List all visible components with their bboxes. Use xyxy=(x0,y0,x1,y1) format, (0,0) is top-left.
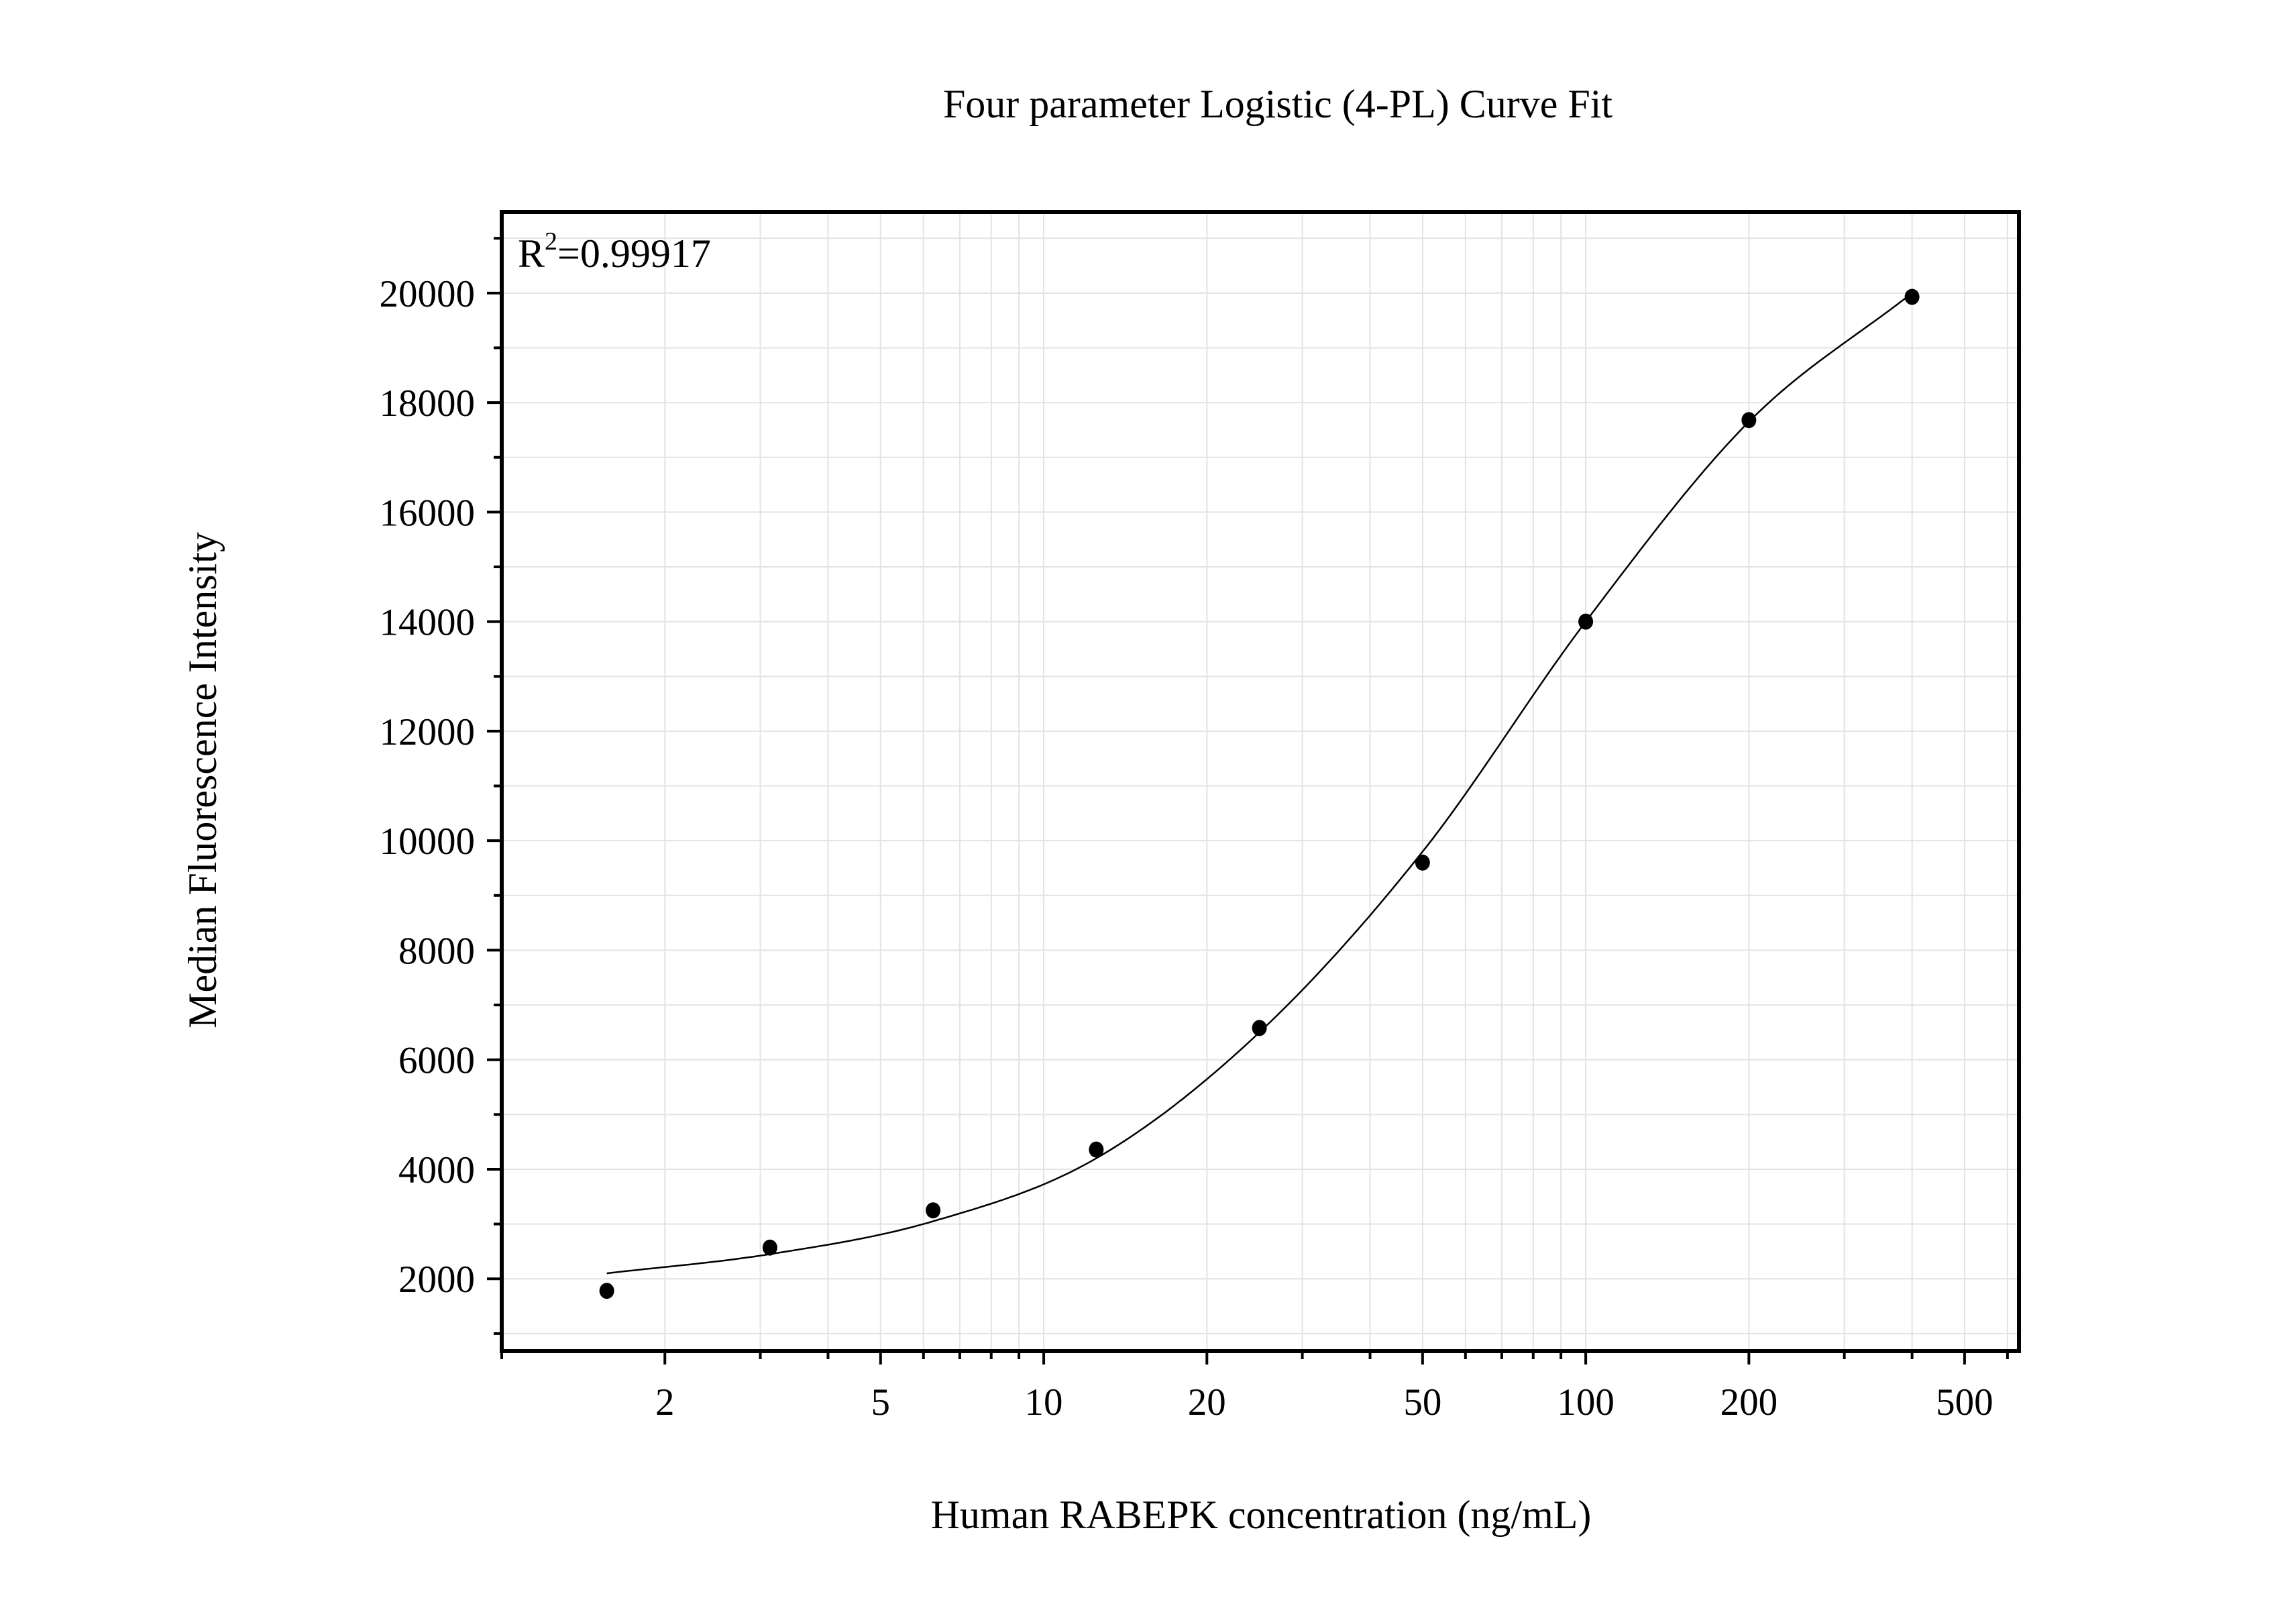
x-tick-label: 100 xyxy=(1557,1381,1615,1424)
x-tick-label: 200 xyxy=(1720,1381,1778,1424)
data-point xyxy=(1741,412,1757,429)
plot-frame xyxy=(500,210,2021,1353)
data-point xyxy=(762,1239,777,1256)
x-tick-label: 500 xyxy=(1936,1381,1993,1424)
data-point xyxy=(1904,288,1920,305)
x-axis-label: Human RABEPK concentration (ng/mL) xyxy=(931,1493,1592,1537)
r-value: =0.99917 xyxy=(557,231,711,276)
data-point xyxy=(926,1202,941,1219)
y-tick-label: 2000 xyxy=(398,1259,475,1301)
y-tick-label: 10000 xyxy=(380,820,476,863)
data-point xyxy=(599,1283,614,1299)
axis-ticks: 2 5 10 20 50 100 200 500 2000 4000 6000 8000 10000 12… xyxy=(380,237,2009,1424)
x-tick-label: 5 xyxy=(871,1381,891,1424)
grid xyxy=(501,212,2019,1351)
y-tick-label: 12000 xyxy=(380,711,476,753)
data-points xyxy=(599,288,1920,1299)
y-axis-label: Median Fluorescence Intensity xyxy=(180,532,225,1028)
data-point xyxy=(1578,613,1594,630)
x-tick-label: 10 xyxy=(1025,1381,1063,1424)
y-tick-label: 18000 xyxy=(380,382,476,425)
x-tick-label: 2 xyxy=(655,1381,675,1424)
y-tick-label: 6000 xyxy=(398,1040,475,1082)
y-tick-label: 4000 xyxy=(398,1149,475,1191)
r-squared-annotation: R2=0.99917 xyxy=(518,227,711,276)
y-tick-label: 14000 xyxy=(380,602,476,644)
chart-title: Four parameter Logistic (4-PL) Curve Fit xyxy=(943,82,1612,126)
y-tick-label: 20000 xyxy=(380,273,476,315)
r-superscript: 2 xyxy=(545,227,557,256)
x-tick-label: 50 xyxy=(1403,1381,1441,1424)
x-tick-label: 20 xyxy=(1188,1381,1226,1424)
data-point xyxy=(1252,1020,1267,1036)
fit-curve-group xyxy=(606,292,1913,1275)
y-tick-label: 16000 xyxy=(380,492,476,534)
y-tick-label: 8000 xyxy=(398,930,475,972)
r-label: R xyxy=(518,231,545,276)
fit-curve xyxy=(606,292,1913,1275)
data-point xyxy=(1415,854,1430,871)
data-point xyxy=(1089,1141,1104,1158)
